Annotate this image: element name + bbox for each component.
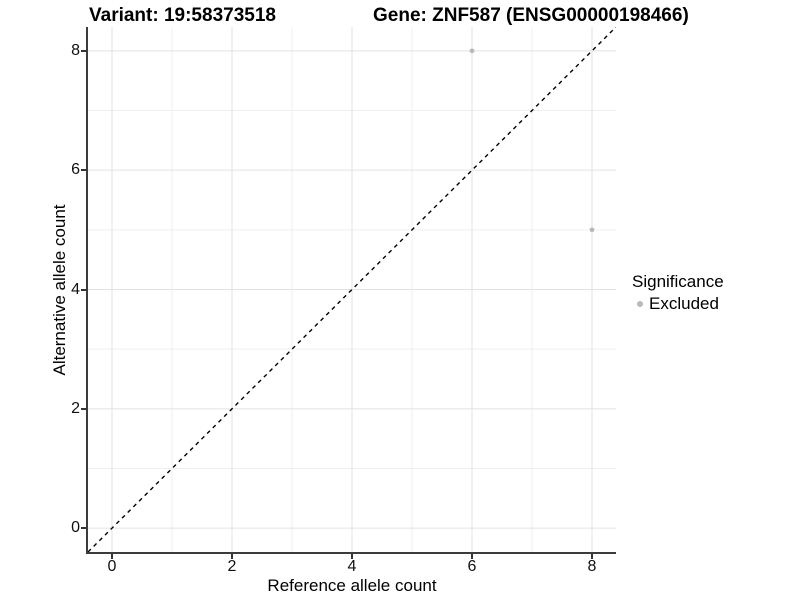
- data-point-excluded: [469, 48, 475, 54]
- y-tick-label: 0: [71, 519, 80, 537]
- y-axis-title: Alternative allele count: [50, 204, 69, 376]
- y-tick-label: 6: [71, 161, 80, 179]
- y-tick-label: 4: [71, 280, 80, 298]
- x-tick-mark: [591, 554, 593, 559]
- plot-panel: [86, 27, 616, 554]
- y-tick-label: 2: [71, 399, 80, 417]
- x-tick-mark: [231, 554, 233, 559]
- y-tick-mark: [81, 49, 86, 52]
- data-point-excluded: [589, 227, 595, 233]
- legend-title: Significance: [632, 272, 724, 291]
- excluded-point-icon: [637, 301, 643, 307]
- legend: Significance Excluded: [632, 272, 724, 314]
- x-axis-title: Reference allele count: [267, 576, 437, 595]
- x-tick-mark: [351, 554, 353, 559]
- x-tick-label: 2: [227, 558, 237, 575]
- y-tick-mark: [81, 169, 86, 172]
- x-tick-mark: [471, 554, 473, 559]
- x-tick-label: 8: [587, 558, 597, 575]
- y-tick-mark: [81, 407, 86, 410]
- y-tick-label: 8: [71, 41, 80, 59]
- legend-item-label: Excluded: [649, 294, 719, 313]
- y-tick-mark: [81, 288, 86, 291]
- x-tick-label: 4: [347, 558, 357, 575]
- legend-item-excluded: Excluded: [632, 294, 724, 314]
- x-tick-label: 6: [467, 558, 477, 575]
- scatter-plot: [88, 27, 616, 552]
- x-tick-label: 0: [107, 558, 117, 575]
- x-tick-mark: [111, 554, 113, 559]
- plot-title-gene: Gene: ZNF587 (ENSG00000198466): [373, 5, 689, 26]
- y-tick-mark: [81, 527, 86, 530]
- plot-title-variant: Variant: 19:58373518: [89, 5, 276, 26]
